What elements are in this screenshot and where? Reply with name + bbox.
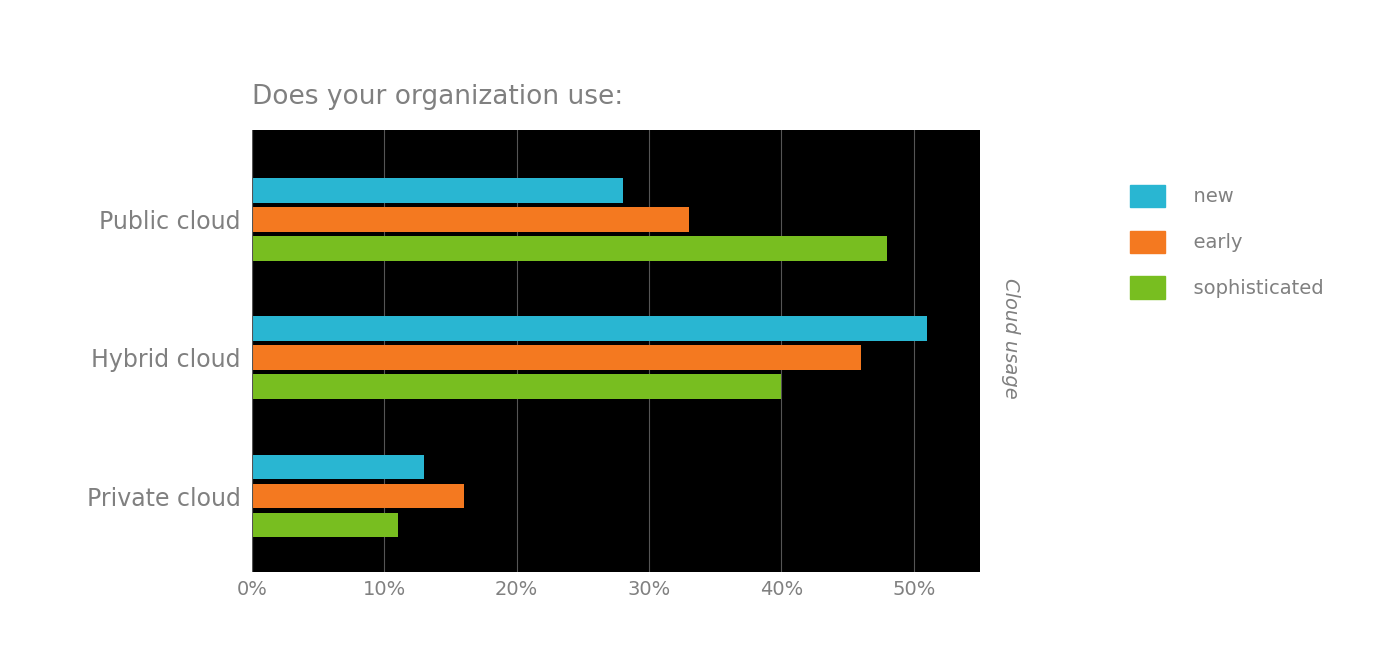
Bar bbox=[252, 484, 463, 508]
Bar bbox=[252, 513, 398, 538]
Bar bbox=[252, 237, 888, 261]
Bar bbox=[252, 317, 927, 341]
Text: Does your organization use:: Does your organization use: bbox=[252, 84, 623, 110]
Bar bbox=[252, 178, 623, 203]
Bar bbox=[252, 454, 424, 480]
Bar bbox=[252, 207, 689, 232]
Legend:   new,   early,   sophisticated: new, early, sophisticated bbox=[1121, 175, 1333, 309]
Text: Cloud usage: Cloud usage bbox=[1001, 278, 1021, 398]
Bar bbox=[252, 346, 861, 370]
Bar bbox=[252, 374, 781, 399]
